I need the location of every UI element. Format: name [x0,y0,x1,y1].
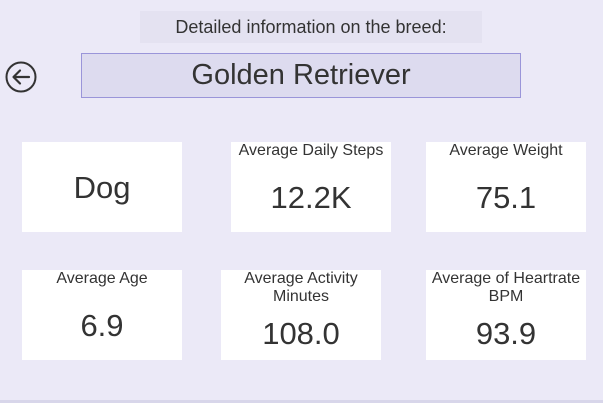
age-label: Average Age [56,270,148,287]
age-card: Average Age 6.9 [22,270,182,360]
back-button[interactable] [5,61,37,93]
breed-title: Golden Retriever [81,53,521,98]
weight-label: Average Weight [449,142,563,159]
activity-minutes-value: 108.0 [262,316,340,351]
animal-type-card: Dog [22,142,182,232]
daily-steps-value: 12.2K [270,180,352,215]
arrow-left-circle-icon [5,61,37,93]
heartrate-label: Average of Heartrate BPM [431,270,581,305]
activity-minutes-label: Average Activity Minutes [244,270,358,305]
age-value: 6.9 [80,308,124,343]
bottom-divider [0,400,603,403]
animal-type-value: Dog [73,170,131,205]
page-heading: Detailed information on the breed: [140,11,482,43]
weight-card: Average Weight 75.1 [426,142,586,232]
heartrate-card: Average of Heartrate BPM 93.9 [426,270,586,360]
weight-value: 75.1 [475,180,537,215]
daily-steps-label: Average Daily Steps [238,142,384,159]
daily-steps-card: Average Daily Steps 12.2K [231,142,391,232]
heartrate-value: 93.9 [475,316,537,351]
activity-minutes-card: Average Activity Minutes 108.0 [221,270,381,360]
